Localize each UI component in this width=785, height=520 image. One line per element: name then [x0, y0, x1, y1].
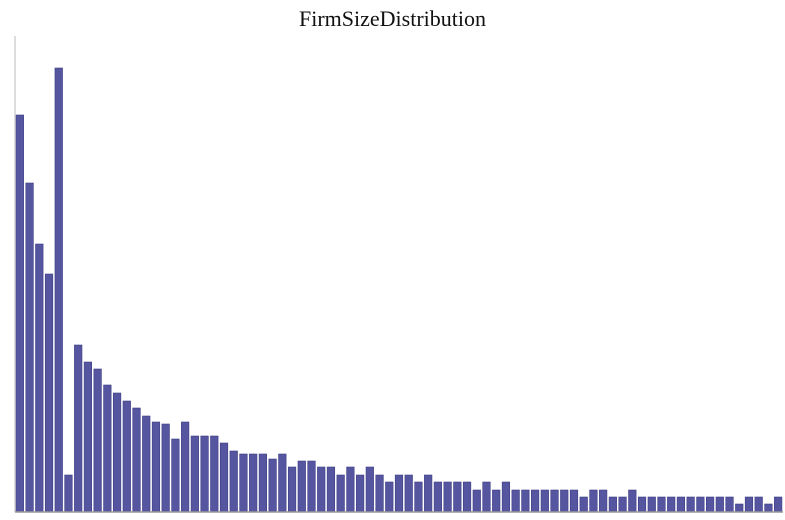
- bar-51: [501, 481, 511, 513]
- bar-65: [637, 496, 647, 513]
- bar-16: [161, 423, 170, 513]
- bar-38: [375, 474, 384, 513]
- bar-58: [569, 489, 579, 513]
- bar-36: [356, 474, 365, 513]
- bars-group: [15, 67, 783, 513]
- bar-62: [608, 496, 617, 513]
- bar-59: [579, 496, 588, 513]
- bar-77: [754, 496, 763, 513]
- bar-68: [667, 496, 676, 513]
- bar-4: [44, 273, 54, 513]
- bar-45: [443, 481, 452, 513]
- bar-42: [414, 481, 423, 513]
- bar-66: [647, 496, 656, 513]
- bar-75: [735, 503, 744, 513]
- bar-3: [35, 243, 44, 513]
- bar-71: [696, 496, 705, 513]
- bar-39: [385, 481, 394, 513]
- bar-76: [744, 496, 754, 513]
- bar-48: [472, 489, 481, 513]
- bar-61: [599, 489, 608, 513]
- bar-34: [336, 474, 345, 513]
- bar-56: [550, 489, 559, 513]
- bar-25: [249, 453, 258, 513]
- bar-74: [725, 496, 734, 513]
- bar-10: [103, 384, 112, 513]
- bar-18: [181, 421, 190, 513]
- bar-14: [142, 415, 151, 513]
- bar-19: [190, 435, 199, 513]
- bar-47: [462, 481, 472, 513]
- bar-11: [112, 392, 122, 513]
- bar-7: [74, 344, 83, 513]
- bar-8: [83, 361, 93, 513]
- bar-64: [628, 489, 637, 513]
- bar-31: [307, 460, 316, 513]
- bar-44: [433, 481, 442, 513]
- bar-43: [424, 474, 433, 513]
- bar-29: [287, 466, 297, 513]
- bar-46: [453, 481, 462, 513]
- bar-35: [346, 466, 355, 513]
- bar-50: [492, 489, 501, 513]
- bar-69: [676, 496, 686, 513]
- bar-37: [365, 466, 374, 513]
- bar-23: [229, 450, 238, 513]
- bar-30: [297, 460, 306, 513]
- bar-5: [54, 67, 63, 513]
- bar-9: [93, 368, 102, 513]
- bar-12: [122, 400, 131, 513]
- bar-28: [278, 453, 287, 513]
- bar-60: [589, 489, 598, 513]
- bar-13: [132, 407, 141, 513]
- bar-27: [268, 458, 277, 513]
- bar-79: [774, 496, 783, 513]
- bar-41: [404, 474, 413, 513]
- bar-15: [151, 421, 161, 513]
- bar-52: [511, 489, 520, 513]
- bar-49: [482, 481, 491, 513]
- bar-67: [657, 496, 666, 513]
- bar-24: [239, 453, 248, 513]
- bar-54: [531, 489, 540, 513]
- bar-6: [64, 474, 73, 513]
- bar-40: [394, 474, 404, 513]
- bar-21: [210, 435, 219, 513]
- bar-53: [521, 489, 530, 513]
- bar-57: [560, 489, 569, 513]
- bar-33: [326, 466, 336, 513]
- bar-78: [764, 503, 773, 513]
- bar-2: [25, 182, 34, 513]
- bar-73: [715, 496, 724, 513]
- bar-17: [171, 438, 180, 513]
- bar-63: [618, 496, 627, 513]
- bar-20: [200, 435, 209, 513]
- bar-72: [705, 496, 715, 513]
- bar-26: [258, 453, 267, 513]
- bar-22: [219, 442, 229, 513]
- bar-70: [686, 496, 695, 513]
- bar-1: [15, 114, 24, 513]
- bar-32: [317, 466, 326, 513]
- chart-title: FirmSizeDistribution: [299, 6, 486, 31]
- bar-55: [540, 489, 549, 513]
